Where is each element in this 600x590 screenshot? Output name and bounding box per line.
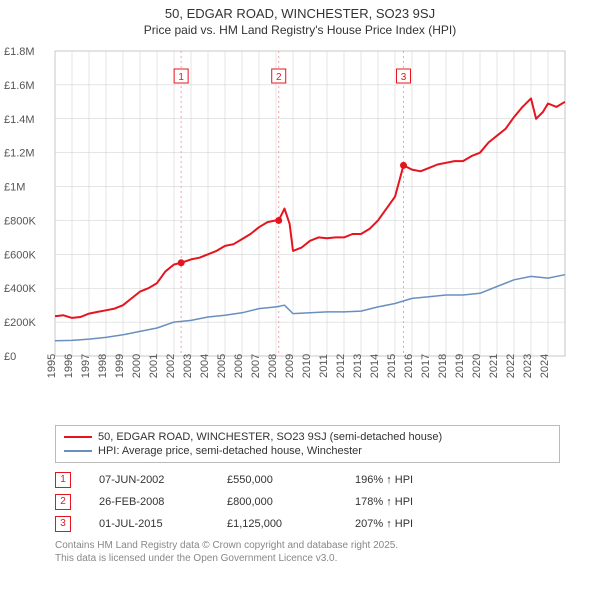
svg-text:2023: 2023 bbox=[522, 354, 534, 378]
svg-text:£1M: £1M bbox=[4, 181, 25, 193]
svg-text:2024: 2024 bbox=[539, 354, 551, 378]
marker-row: 2 26-FEB-2008 £800,000 178% ↑ HPI bbox=[55, 491, 560, 513]
svg-text:1: 1 bbox=[178, 72, 184, 83]
svg-text:2009: 2009 bbox=[284, 354, 296, 378]
svg-text:1995: 1995 bbox=[46, 354, 58, 378]
chart-subtitle: Price paid vs. HM Land Registry's House … bbox=[0, 23, 600, 41]
svg-text:1997: 1997 bbox=[80, 354, 92, 378]
marker-date: 01-JUL-2015 bbox=[99, 518, 199, 530]
svg-text:£400K: £400K bbox=[4, 283, 36, 295]
marker-hpi: 196% ↑ HPI bbox=[355, 474, 475, 486]
svg-text:2019: 2019 bbox=[454, 354, 466, 378]
svg-text:2003: 2003 bbox=[182, 354, 194, 378]
marker-hpi: 207% ↑ HPI bbox=[355, 518, 475, 530]
svg-text:£1.4M: £1.4M bbox=[4, 114, 35, 126]
legend-item: 50, EDGAR ROAD, WINCHESTER, SO23 9SJ (se… bbox=[64, 430, 551, 444]
footer-line: Contains HM Land Registry data © Crown c… bbox=[55, 539, 560, 552]
svg-text:2: 2 bbox=[276, 72, 282, 83]
chart-plot-area: £0 £200K £400K £600K £800K £1M £1.2M £1.4M £1.6M… bbox=[0, 41, 600, 421]
chart-container: 50, EDGAR ROAD, WINCHESTER, SO23 9SJ Pri… bbox=[0, 0, 600, 565]
svg-text:£1.2M: £1.2M bbox=[4, 148, 35, 160]
legend-label: HPI: Average price, semi-detached house,… bbox=[98, 445, 362, 457]
footer-attribution: Contains HM Land Registry data © Crown c… bbox=[55, 539, 560, 565]
svg-text:3: 3 bbox=[401, 72, 407, 83]
chart-title: 50, EDGAR ROAD, WINCHESTER, SO23 9SJ bbox=[0, 0, 600, 23]
svg-text:2002: 2002 bbox=[165, 354, 177, 378]
svg-text:£600K: £600K bbox=[4, 249, 36, 261]
marker-price: £550,000 bbox=[227, 474, 327, 486]
legend-item: HPI: Average price, semi-detached house,… bbox=[64, 444, 551, 458]
svg-text:1998: 1998 bbox=[97, 354, 109, 378]
svg-text:1999: 1999 bbox=[114, 354, 126, 378]
legend-label: 50, EDGAR ROAD, WINCHESTER, SO23 9SJ (se… bbox=[98, 431, 442, 443]
svg-text:2022: 2022 bbox=[505, 354, 517, 378]
svg-text:£800K: £800K bbox=[4, 215, 36, 227]
svg-text:2021: 2021 bbox=[488, 354, 500, 378]
svg-text:2018: 2018 bbox=[437, 354, 449, 378]
svg-text:2011: 2011 bbox=[318, 354, 330, 378]
svg-text:1996: 1996 bbox=[63, 354, 75, 378]
svg-text:2012: 2012 bbox=[335, 354, 347, 378]
marker-row: 3 01-JUL-2015 £1,125,000 207% ↑ HPI bbox=[55, 513, 560, 535]
svg-text:2000: 2000 bbox=[131, 354, 143, 378]
svg-text:2004: 2004 bbox=[199, 354, 211, 378]
marker-date: 26-FEB-2008 bbox=[99, 496, 199, 508]
marker-row: 1 07-JUN-2002 £550,000 196% ↑ HPI bbox=[55, 469, 560, 491]
svg-text:2008: 2008 bbox=[267, 354, 279, 378]
footer-line: This data is licensed under the Open Gov… bbox=[55, 552, 560, 565]
svg-text:2015: 2015 bbox=[386, 354, 398, 378]
svg-text:2016: 2016 bbox=[403, 354, 415, 378]
svg-text:2006: 2006 bbox=[233, 354, 245, 378]
marker-price: £800,000 bbox=[227, 496, 327, 508]
marker-table: 1 07-JUN-2002 £550,000 196% ↑ HPI 2 26-FEB-20… bbox=[55, 469, 560, 535]
marker-price: £1,125,000 bbox=[227, 518, 327, 530]
legend-swatch bbox=[64, 450, 92, 452]
legend: 50, EDGAR ROAD, WINCHESTER, SO23 9SJ (se… bbox=[55, 425, 560, 463]
svg-text:2005: 2005 bbox=[216, 354, 228, 378]
chart-svg: £0 £200K £400K £600K £800K £1M £1.2M £1.4M £1.6M… bbox=[0, 41, 600, 421]
svg-text:2013: 2013 bbox=[352, 354, 364, 378]
svg-text:2014: 2014 bbox=[369, 354, 381, 378]
svg-text:2010: 2010 bbox=[301, 354, 313, 378]
svg-text:2017: 2017 bbox=[420, 354, 432, 378]
marker-badge: 1 bbox=[55, 472, 71, 488]
legend-swatch bbox=[64, 436, 92, 438]
marker-badge: 3 bbox=[55, 516, 71, 532]
svg-text:£1.6M: £1.6M bbox=[4, 80, 35, 92]
svg-text:£200K: £200K bbox=[4, 317, 36, 329]
svg-text:2020: 2020 bbox=[471, 354, 483, 378]
marker-hpi: 178% ↑ HPI bbox=[355, 496, 475, 508]
marker-badge: 2 bbox=[55, 494, 71, 510]
marker-date: 07-JUN-2002 bbox=[99, 474, 199, 486]
svg-text:£1.8M: £1.8M bbox=[4, 46, 35, 58]
svg-text:2007: 2007 bbox=[250, 354, 262, 378]
svg-text:£0: £0 bbox=[4, 351, 16, 363]
svg-text:2001: 2001 bbox=[148, 354, 160, 378]
